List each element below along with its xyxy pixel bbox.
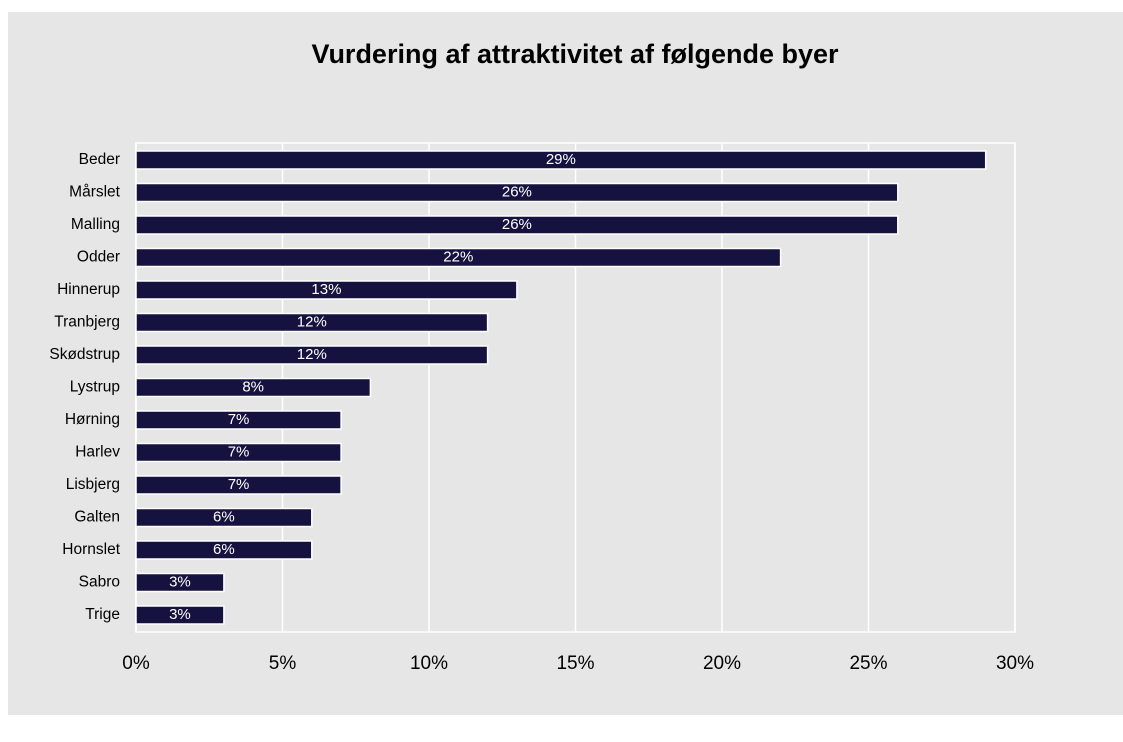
data-label: 7% [228, 443, 250, 460]
data-label: 6% [213, 541, 235, 558]
y-tick-label: Lystrup [70, 379, 120, 396]
bar [135, 182, 899, 203]
chart-title: Vurdering af attraktivitet af følgende b… [311, 39, 839, 69]
y-tick-label: Galten [74, 509, 120, 526]
x-tick-label: 20% [703, 653, 741, 674]
y-tick-label: Hørning [65, 411, 120, 428]
bar [135, 605, 225, 625]
bar [135, 475, 342, 495]
x-tick-label: 15% [556, 653, 594, 674]
bar [135, 345, 489, 365]
bar [135, 540, 313, 560]
bar [135, 247, 782, 268]
data-label: 8% [242, 378, 264, 395]
x-tick-label: 5% [269, 653, 297, 674]
bar [135, 215, 899, 235]
y-tick-label: Malling [71, 216, 120, 233]
y-tick-label: Hinnerup [57, 281, 120, 298]
y-tick-label: Trige [85, 606, 120, 623]
data-label: 7% [228, 411, 250, 428]
data-label: 26% [502, 216, 532, 233]
data-label: 13% [311, 281, 341, 298]
data-label: 29% [546, 151, 576, 168]
bar [135, 572, 225, 593]
data-label: 3% [169, 606, 191, 623]
data-label: 7% [228, 476, 250, 493]
data-label: 12% [297, 313, 327, 330]
data-label: 22% [443, 248, 473, 265]
y-tick-label: Tranbjerg [54, 314, 120, 331]
bar [135, 442, 342, 463]
y-tick-label: Mårslet [69, 184, 121, 201]
data-label: 3% [169, 573, 191, 590]
y-tick-label: Beder [79, 151, 120, 168]
bar [135, 280, 518, 300]
bar [135, 150, 987, 170]
bar [135, 507, 313, 528]
y-tick-label: Skødstrup [49, 346, 120, 363]
bar [135, 410, 342, 430]
bar [135, 312, 489, 333]
y-tick-label: Odder [77, 249, 120, 266]
x-tick-label: 10% [410, 653, 448, 674]
y-tick-label: Harlev [75, 444, 120, 461]
y-tick-label: Hornslet [62, 541, 120, 558]
x-tick-label: 30% [996, 653, 1034, 674]
x-tick-label: 0% [122, 653, 150, 674]
data-label: 6% [213, 508, 235, 525]
data-label: 12% [297, 346, 327, 363]
x-tick-label: 25% [849, 653, 887, 674]
bar [135, 377, 372, 398]
data-label: 26% [502, 183, 532, 200]
y-tick-label: Lisbjerg [66, 476, 120, 493]
y-tick-label: Sabro [79, 574, 120, 591]
